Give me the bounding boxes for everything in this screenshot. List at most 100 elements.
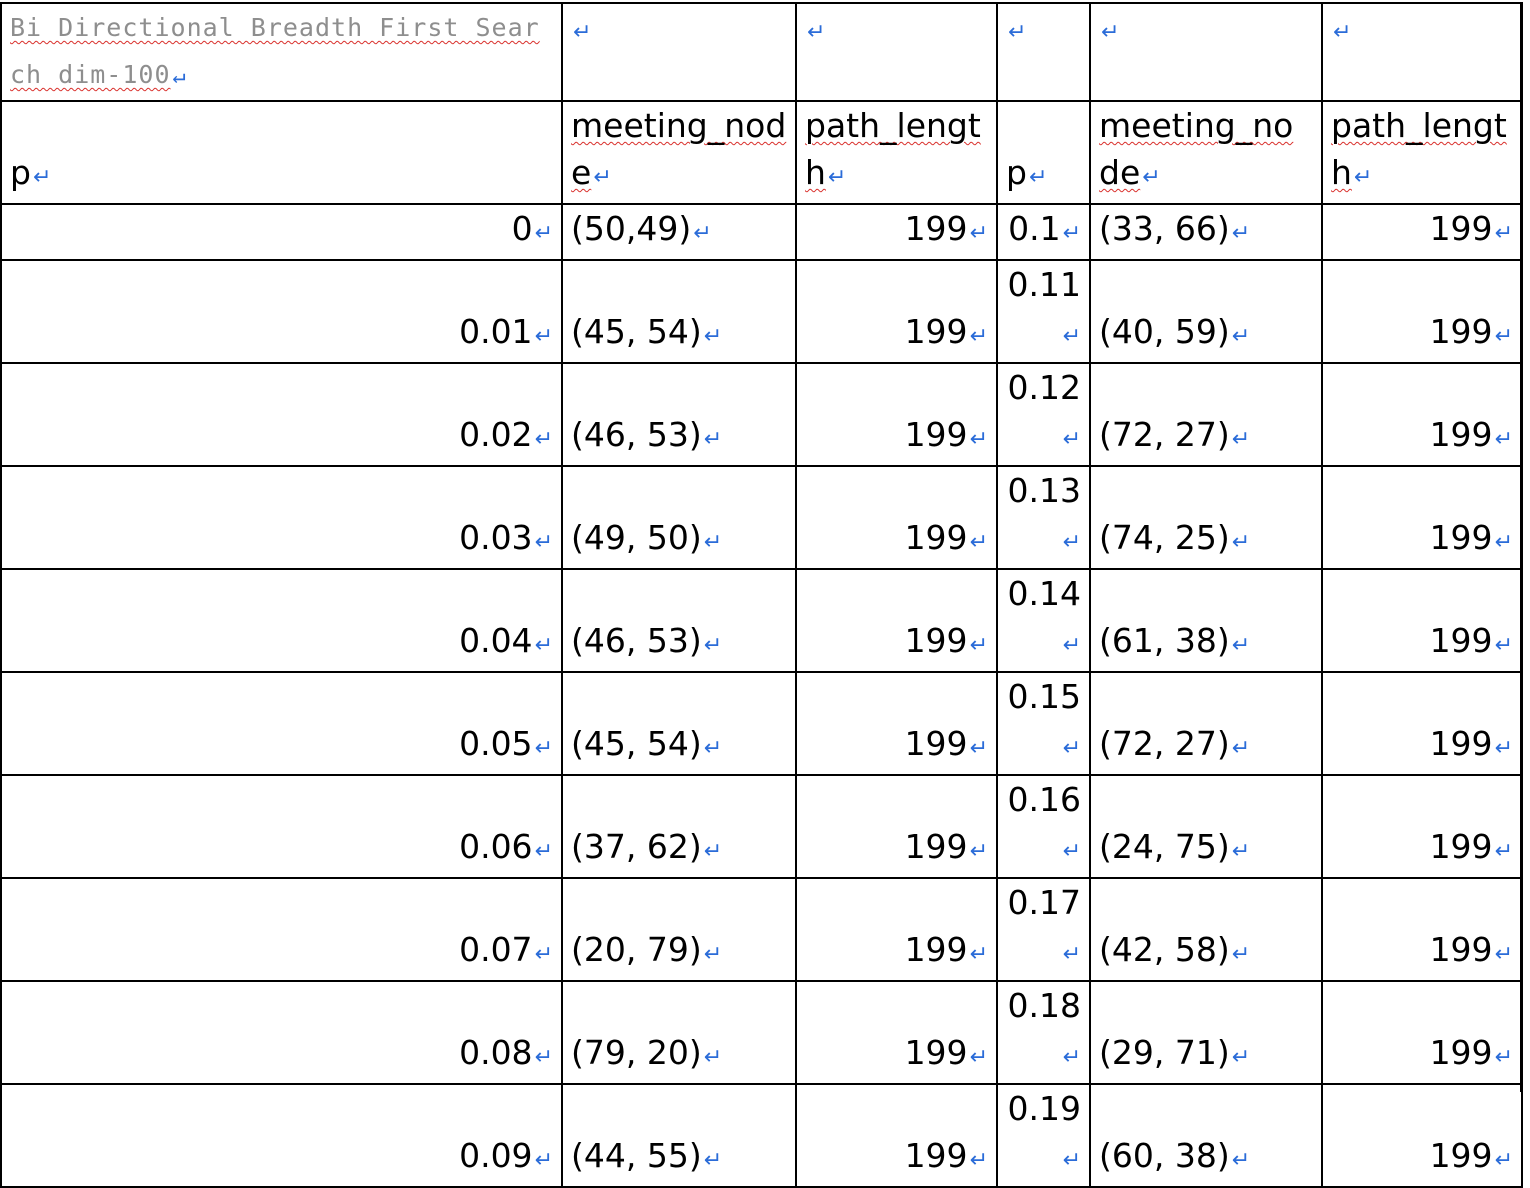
paragraph-mark-icon: ↵	[1062, 324, 1081, 349]
paragraph-mark-icon: ↵	[534, 221, 553, 246]
paragraph-mark-icon: ↵	[1494, 633, 1513, 658]
p-value-cell[interactable]: 0.09↵	[0, 1083, 563, 1188]
meeting-node-value: (61, 38)	[1099, 621, 1230, 660]
empty-cell[interactable]: ↵	[1321, 2, 1523, 102]
meeting-node-value-cell[interactable]: (60, 38)↵	[1089, 1083, 1323, 1188]
paragraph-mark-icon: ↵	[1494, 530, 1513, 555]
p-value-cell[interactable]: 0↵	[0, 203, 563, 261]
path-length-value-cell[interactable]: 199↵	[795, 774, 998, 879]
paragraph-mark-icon: ↵	[1008, 20, 1027, 45]
meeting-node-value: (42, 58)	[1099, 930, 1230, 969]
meeting-node-value-cell[interactable]: (72, 27)↵	[1089, 362, 1323, 467]
meeting-node-value-cell[interactable]: (79, 20)↵	[561, 980, 797, 1085]
empty-cell[interactable]: ↵	[1089, 2, 1323, 102]
p-value-cell[interactable]: 0.15 ↵	[996, 671, 1091, 776]
p-value-cell[interactable]: 0.14 ↵	[996, 568, 1091, 673]
path-length-value-cell[interactable]: 199↵	[1321, 465, 1523, 570]
p-value: 0.08	[459, 1033, 533, 1072]
p-value-cell[interactable]: 0.08↵	[0, 980, 563, 1085]
paragraph-mark-icon: ↵	[1142, 165, 1161, 190]
table-row: 0.05↵ (45, 54)↵ 199↵ 0.15↵ (72, 27)↵ 199↵	[0, 671, 1523, 776]
table-row: 0.08↵ (79, 20)↵ 199↵ 0.18↵ (29, 71)↵ 199↵	[0, 980, 1523, 1085]
meeting-node-value-cell[interactable]: (61, 38)↵	[1089, 568, 1323, 673]
p-value-cell[interactable]: 0.04↵	[0, 568, 563, 673]
meeting-node-value-cell[interactable]: (46, 53)↵	[561, 362, 797, 467]
empty-cell[interactable]: ↵	[561, 2, 797, 102]
p-value-cell[interactable]: 0.19 ↵	[996, 1083, 1091, 1188]
meeting-node-value-cell[interactable]: (45, 54)↵	[561, 259, 797, 364]
meeting-node-value-cell[interactable]: (45, 54)↵	[561, 671, 797, 776]
meeting-node-value-cell[interactable]: (50,49)↵	[561, 203, 797, 261]
p-value-cell[interactable]: 0.11 ↵	[996, 259, 1091, 364]
path-length-value-cell[interactable]: 199↵	[1321, 362, 1523, 467]
p-value-cell[interactable]: 0.18 ↵	[996, 980, 1091, 1085]
meeting-node-value-cell[interactable]: (74, 25)↵	[1089, 465, 1323, 570]
path-length-value-cell[interactable]: 199↵	[1321, 203, 1523, 261]
p-value-cell[interactable]: 0.13 ↵	[996, 465, 1091, 570]
meeting-node-value-cell[interactable]: (49, 50)↵	[561, 465, 797, 570]
empty-cell[interactable]: ↵	[795, 2, 998, 102]
meeting-node-value-cell[interactable]: (33, 66)↵	[1089, 203, 1323, 261]
header-meeting-node[interactable]: meeting_node↵	[1089, 100, 1323, 205]
p-value-cell[interactable]: 0.03↵	[0, 465, 563, 570]
meeting-node-value-cell[interactable]: (29, 71)↵	[1089, 980, 1323, 1085]
header-p[interactable]: p↵	[996, 100, 1091, 205]
path-length-value-cell[interactable]: 199↵	[795, 203, 998, 261]
path-length-value-cell[interactable]: 199↵	[795, 877, 998, 982]
path-length-value-cell[interactable]: 199↵	[1321, 980, 1523, 1085]
meeting-node-value: (24, 75)	[1099, 827, 1230, 866]
p-value: 0.01	[459, 312, 533, 351]
table-caption: Bi Directional Breadth First Search dim-…	[10, 13, 540, 89]
meeting-node-value: (72, 27)	[1099, 724, 1230, 763]
paragraph-mark-icon: ↵	[534, 427, 553, 452]
p-value-cell[interactable]: 0.12 ↵	[996, 362, 1091, 467]
meeting-node-value-cell[interactable]: (20, 79)↵	[561, 877, 797, 982]
paragraph-mark-icon: ↵	[534, 736, 553, 761]
paragraph-mark-icon: ↵	[969, 736, 988, 761]
meeting-node-value-cell[interactable]: (46, 53)↵	[561, 568, 797, 673]
meeting-node-value-cell[interactable]: (40, 59)↵	[1089, 259, 1323, 364]
table-caption-cell[interactable]: Bi Directional Breadth First Search dim-…	[0, 2, 563, 102]
path-length-value-cell[interactable]: 199↵	[795, 259, 998, 364]
path-length-value-cell[interactable]: 199↵	[1321, 877, 1523, 982]
path-length-value-cell[interactable]: 199↵	[795, 465, 998, 570]
meeting-node-value-cell[interactable]: (37, 62)↵	[561, 774, 797, 879]
p-value: 0.09	[459, 1136, 533, 1175]
path-length-value-cell[interactable]: 199↵	[795, 1083, 998, 1188]
p-value-cell[interactable]: 0.1↵	[996, 203, 1091, 261]
header-meeting-node-label: meeting_node	[571, 106, 787, 192]
path-length-value-cell[interactable]: 199↵	[1321, 259, 1523, 364]
meeting-node-value-cell[interactable]: (24, 75)↵	[1089, 774, 1323, 879]
header-p[interactable]: p↵	[0, 100, 563, 205]
empty-cell[interactable]: ↵	[996, 2, 1091, 102]
header-path-length[interactable]: path_length↵	[1321, 100, 1523, 205]
meeting-node-value-cell[interactable]: (44, 55)↵	[561, 1083, 797, 1188]
path-length-value-cell[interactable]: 199↵	[1321, 568, 1523, 673]
paragraph-mark-icon: ↵	[703, 736, 723, 761]
header-meeting-node[interactable]: meeting_node↵	[561, 100, 797, 205]
header-path-length[interactable]: path_length↵	[795, 100, 998, 205]
paragraph-mark-icon: ↵	[1231, 736, 1251, 761]
paragraph-mark-icon: ↵	[172, 64, 187, 89]
p-value-cell[interactable]: 0.02↵	[0, 362, 563, 467]
p-value: 0.05	[459, 724, 533, 763]
paragraph-mark-icon: ↵	[1231, 530, 1251, 555]
p-value-cell[interactable]: 0.16 ↵	[996, 774, 1091, 879]
p-value-cell[interactable]: 0.06↵	[0, 774, 563, 879]
path-length-value-cell[interactable]: 199↵	[1321, 774, 1523, 879]
table-right-border	[1520, 2, 1522, 1092]
meeting-node-value: (40, 59)	[1099, 312, 1230, 351]
p-value-cell[interactable]: 0.07↵	[0, 877, 563, 982]
path-length-value-cell[interactable]: 199↵	[795, 980, 998, 1085]
p-value-cell[interactable]: 0.05↵	[0, 671, 563, 776]
meeting-node-value-cell[interactable]: (42, 58)↵	[1089, 877, 1323, 982]
p-value-cell[interactable]: 0.01↵	[0, 259, 563, 364]
meeting-node-value-cell[interactable]: (72, 27)↵	[1089, 671, 1323, 776]
path-length-value-cell[interactable]: 199↵	[795, 362, 998, 467]
p-value-cell[interactable]: 0.17 ↵	[996, 877, 1091, 982]
path-length-value-cell[interactable]: 199↵	[1321, 671, 1523, 776]
path-length-value-cell[interactable]: 199↵	[795, 568, 998, 673]
path-length-value-cell[interactable]: 199↵	[1321, 1083, 1523, 1188]
paragraph-mark-icon: ↵	[969, 1045, 988, 1070]
path-length-value-cell[interactable]: 199↵	[795, 671, 998, 776]
